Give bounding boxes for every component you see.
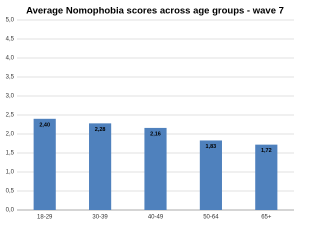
chart-title: Average Nomophobia scores across age gro… [26,6,284,17]
x-tick-label: 40-49 [148,215,164,221]
y-tick-label: 0,0 [6,208,15,214]
bar [199,140,222,210]
y-tick-label: 0,5 [6,189,15,195]
value-label: 1,83 [206,144,217,150]
x-tick-label: 18-29 [37,215,53,221]
value-label: 1,72 [261,148,272,154]
bar [144,127,167,210]
x-tick-label: 30-39 [92,215,108,221]
chart: Average Nomophobia scores across age gro… [6,6,294,221]
value-label: 2,16 [150,131,161,137]
y-tick-label: 3,5 [6,75,15,81]
y-tick-label: 2,0 [6,132,15,138]
x-tick-label: 65+ [261,215,272,221]
value-label: 2,28 [95,127,106,133]
y-tick-label: 2,5 [6,113,15,119]
y-tick-label: 4,5 [6,37,15,43]
y-tick-label: 5,0 [6,18,15,24]
y-tick-label: 1,0 [6,170,15,176]
x-tick-label: 50-64 [203,215,219,221]
value-label: 2,40 [39,122,50,128]
y-tick-label: 4,0 [6,56,15,62]
y-tick-label: 1,5 [6,151,15,157]
y-tick-label: 3,0 [6,94,15,100]
bar [33,118,56,210]
bar [255,144,278,210]
bar [89,123,112,210]
